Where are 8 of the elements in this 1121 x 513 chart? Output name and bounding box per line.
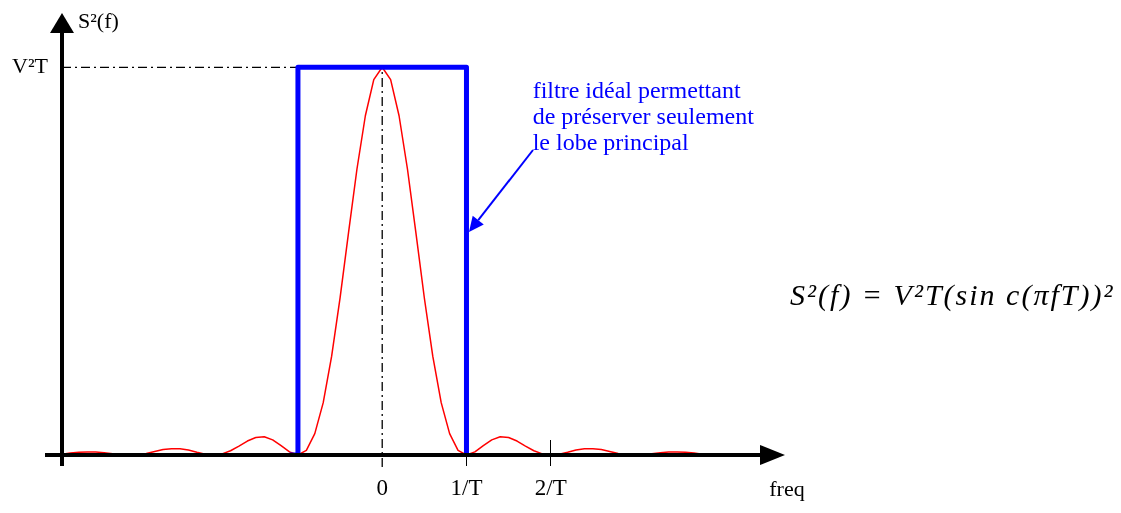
x-tick-label: 0 xyxy=(376,475,388,501)
x-tick-label: 1/T xyxy=(450,475,483,501)
annotation: filtre idéal permettant de préserver seulement le lobe principal xyxy=(532,77,755,156)
text: S²(f) = V²T(sin c(πfT))² xyxy=(790,278,1115,313)
ref-line-label: V²T xyxy=(12,53,49,79)
x-axis-title: freq xyxy=(769,475,805,501)
y-axis-title: S²(f) xyxy=(78,7,119,33)
x-tick-label: 2/T xyxy=(534,475,567,501)
